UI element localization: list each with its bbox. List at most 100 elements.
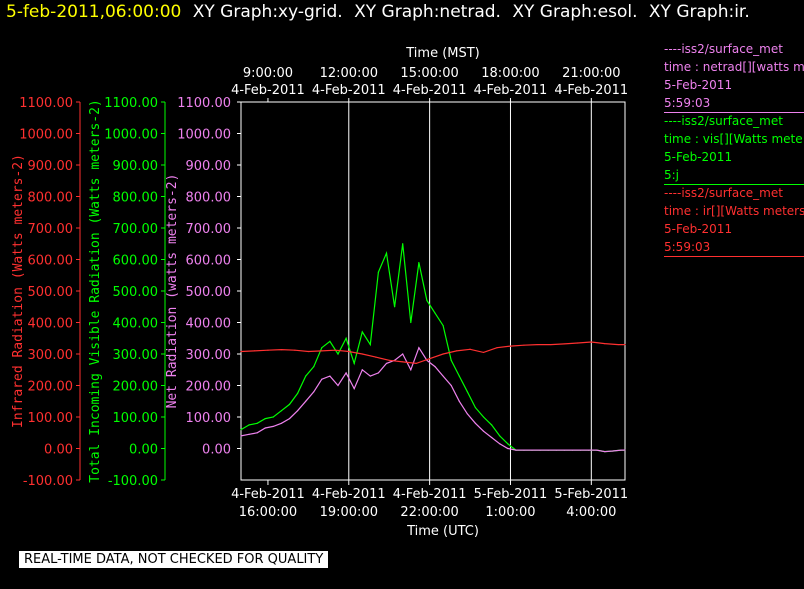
legend-separator [664, 184, 804, 185]
vis-data-point [402, 243, 404, 245]
vis-data-point [256, 422, 258, 424]
x-axis-title-utc: Time (UTC) [406, 524, 479, 539]
x-tick-date-bottom: 5-Feb-2011 [554, 487, 628, 502]
graph-title-netrad: XY Graph:netrad. [354, 2, 501, 22]
legend-line: ----iss2/surface_met [664, 186, 783, 200]
net-data-point [321, 378, 323, 380]
net-tick-label: 400.00 [186, 317, 232, 332]
vis-data-point [434, 312, 436, 314]
ir-tick-label: 100.00 [28, 411, 74, 426]
vis-data-point [482, 416, 485, 418]
legend-line: 5-Feb-2011 [664, 150, 733, 164]
vis-data-point [288, 403, 291, 405]
vis-tick-label: 700.00 [113, 222, 159, 237]
vis-data-point [450, 359, 452, 361]
ir-data-point [442, 353, 444, 355]
legend-line: ----iss2/surface_met [664, 42, 783, 56]
net-data-point [531, 449, 533, 451]
ir-data-point [536, 343, 539, 346]
ir-data-point [240, 350, 242, 353]
net-tick-label: 0.00 [202, 443, 231, 458]
net-data-point [402, 353, 404, 355]
vis-data-point [466, 391, 468, 393]
x-tick-time-bottom: 4:00:00 [566, 505, 616, 520]
net-data-point [377, 372, 380, 374]
vis-data-point [418, 262, 420, 264]
vis-data-point [272, 416, 274, 418]
legend-entry: ----iss2/surface_met time : ir[][Watts me… [664, 184, 804, 257]
x-tick-date-bottom: 5-Feb-2011 [474, 487, 548, 502]
vis-tick-label: -100.00 [108, 474, 158, 489]
ir-data-point [321, 350, 323, 352]
ir-tick-label: 900.00 [28, 159, 74, 174]
net-tick-label: 600.00 [186, 254, 232, 269]
legend-entry: ----iss2/surface_met time : netrad[][watt… [664, 40, 804, 113]
net-data-point [345, 372, 347, 374]
ir-data-point [267, 349, 269, 351]
net-data-point [248, 433, 250, 435]
legend-separator [664, 256, 804, 257]
legend-line: 5:j [664, 168, 680, 182]
ir-data-point [496, 347, 498, 349]
net-data-point [418, 347, 420, 349]
ir-data-point [375, 356, 377, 358]
net-tick-label: 1000.00 [177, 128, 231, 143]
vis-data-point [296, 392, 299, 394]
legend-line: time : vis[][Watts mete [664, 132, 803, 146]
net-data-point [264, 427, 266, 429]
x-tick-time-bottom: 1:00:00 [485, 505, 535, 520]
vis-data-point [313, 366, 315, 368]
net-data-point [313, 391, 315, 393]
x-tick-date-top: 4-Feb-2011 [554, 83, 628, 98]
vis-data-point [329, 340, 331, 342]
ir-tick-label: 400.00 [28, 317, 74, 332]
vis-tick-label: 0.00 [129, 443, 158, 458]
vis-data-point [337, 353, 339, 355]
net-data-point [385, 362, 388, 365]
ir-data-point [294, 349, 296, 351]
graph-title-ir: XY Graph:ir. [648, 2, 750, 22]
vis-tick-label: 800.00 [113, 191, 159, 206]
x-tick-date-bottom: 4-Feb-2011 [231, 487, 305, 502]
net-data-point [280, 422, 283, 424]
vis-tick-label: 1100.00 [104, 96, 158, 111]
x-tick-time-top: 18:00:00 [481, 66, 539, 81]
ir-data-point [590, 341, 592, 343]
ir-tick-label: -100.00 [23, 474, 73, 489]
vis-data-point [321, 347, 323, 349]
vis-data-point [353, 362, 355, 365]
vis-tick-label: 500.00 [113, 285, 159, 300]
net-data-point [624, 449, 626, 451]
net-data-point [458, 400, 460, 402]
vis-data-point [394, 306, 396, 308]
net-data-point [256, 432, 258, 434]
vis-tick-label: 1000.00 [104, 128, 158, 143]
vis-data-point [474, 406, 477, 409]
net-data-point [620, 449, 622, 451]
net-data-point [596, 449, 598, 451]
vis-tick-label: 400.00 [113, 317, 159, 332]
net-data-point [515, 449, 517, 451]
ir-data-point [604, 343, 606, 345]
net-data-point [369, 375, 371, 377]
legend-line: 5:59:03 [664, 240, 711, 254]
ir-data-point [482, 351, 485, 354]
net-data-point [434, 366, 436, 368]
net-tick-label: 700.00 [186, 222, 232, 237]
net-data-point [491, 436, 493, 439]
net-data-point [482, 430, 485, 432]
ir-tick-label: 1100.00 [19, 96, 73, 111]
net-data-point [474, 422, 477, 424]
x-tick-date-top: 4-Feb-2011 [231, 83, 305, 98]
vis-data-point [442, 325, 444, 327]
net-axis-title: Net Radiation (watts meters-2) [165, 174, 180, 409]
net-data-point [329, 375, 331, 377]
x-tick-time-bottom: 22:00:00 [400, 505, 458, 520]
net-data-point [555, 449, 557, 451]
net-tick-label: 100.00 [186, 411, 232, 426]
ir-series-line [240, 341, 625, 365]
net-data-point [353, 388, 355, 390]
net-data-point [466, 413, 468, 415]
ir-data-point [402, 361, 404, 363]
ir-data-point [550, 343, 552, 346]
